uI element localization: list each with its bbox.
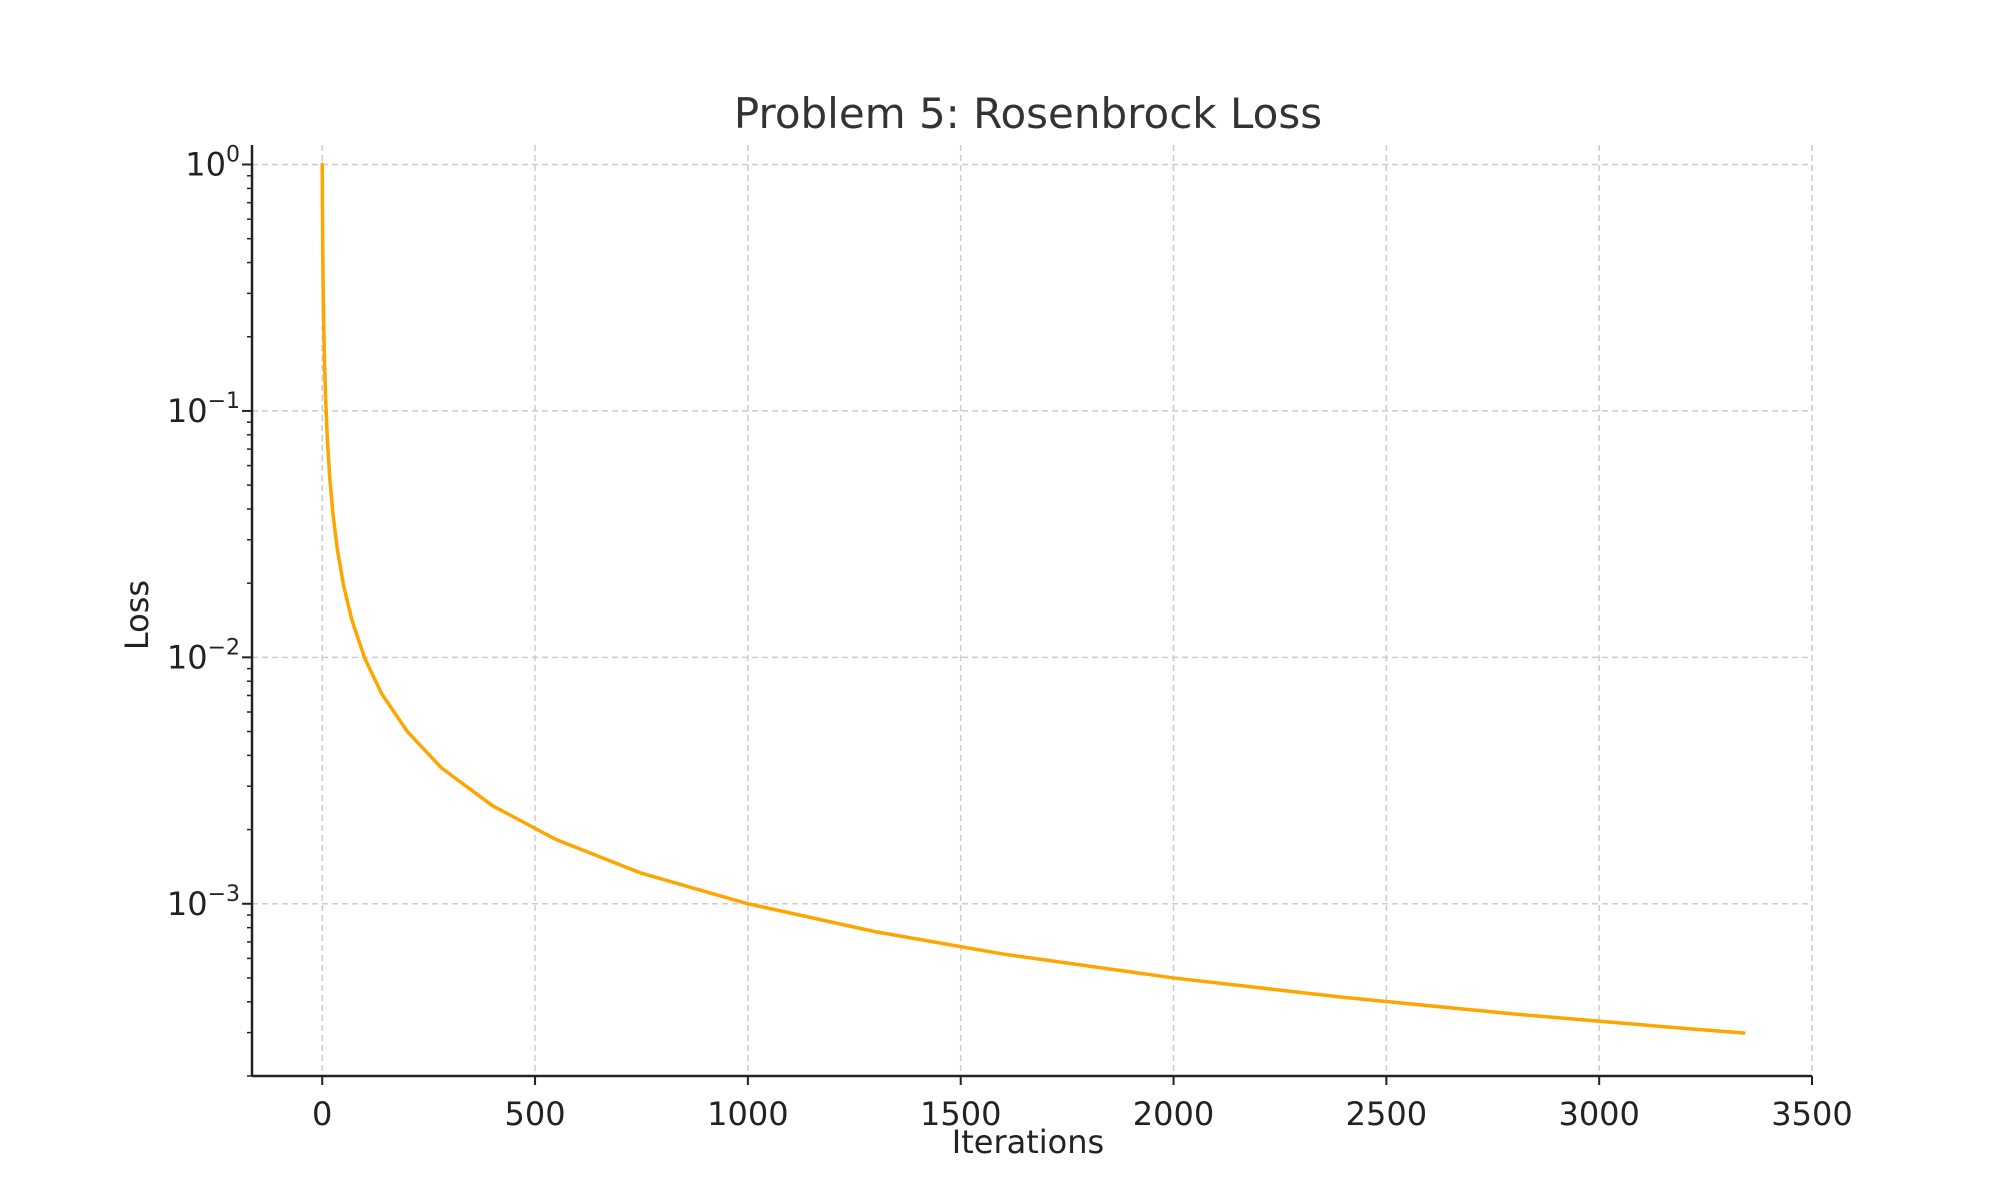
x-tick-label: 1500 [920, 1095, 1001, 1133]
chart-title: Problem 5: Rosenbrock Loss [734, 89, 1322, 138]
x-tick-label: 3500 [1771, 1095, 1852, 1133]
y-tick-exponent: −2 [208, 635, 240, 660]
y-tick-label: 100 [185, 143, 240, 184]
y-tick-label: 10−1 [167, 389, 240, 430]
x-tick-label: 2000 [1133, 1095, 1214, 1133]
y-tick-base: 10 [167, 392, 208, 430]
x-tick-label: 500 [505, 1095, 566, 1133]
loss-series-line [320, 162, 1746, 1035]
y-tick-exponent: −3 [208, 882, 240, 907]
y-tick-exponent: 0 [226, 143, 240, 168]
x-axis-label: Iterations [952, 1123, 1104, 1161]
x-tick-label: 1000 [707, 1095, 788, 1133]
grid-layer [252, 145, 1813, 1076]
y-tick-label: 10−2 [167, 635, 240, 676]
x-tick-label: 3000 [1558, 1095, 1639, 1133]
x-tick-label: 2500 [1346, 1095, 1427, 1133]
ticks-layer: 0 500 1000 1500 2000 2500 3000 350010010−110−21… [167, 143, 1853, 1133]
y-axis-label: Loss [118, 580, 156, 650]
y-tick-base: 10 [167, 638, 208, 676]
y-tick-label: 10−3 [167, 882, 240, 923]
y-tick-base: 10 [167, 885, 208, 923]
y-tick-base: 10 [185, 146, 226, 184]
y-tick-exponent: −1 [208, 389, 240, 414]
x-tick-label: 0 [312, 1095, 332, 1133]
series-layer [320, 162, 1746, 1035]
axes-layer [250, 145, 1812, 1078]
